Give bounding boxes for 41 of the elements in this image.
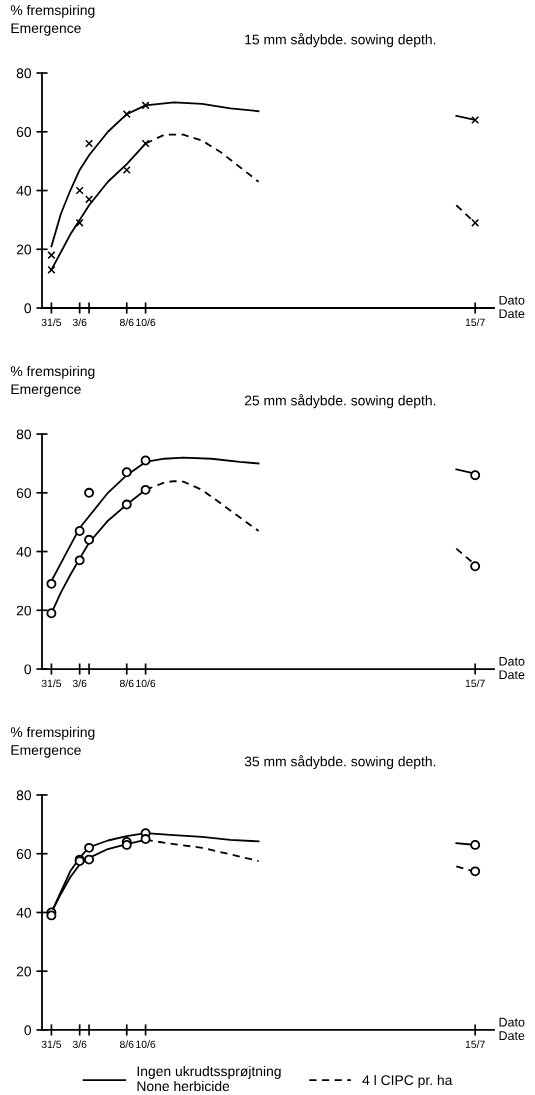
y-tick-label: 20 [16,605,32,616]
legend-label: 4 l CIPC pr. ha [362,1074,453,1088]
x-tick-label: 15/7 [465,318,485,327]
y-tick-label: 80 [16,68,32,79]
x-tick-label: 3/6 [72,1040,87,1049]
x-tick-label: 10/6 [136,1040,156,1049]
x-tick-label: 15/7 [465,679,485,688]
chart-title: 25 mm sådybde. sowing depth. [244,394,436,409]
y-tick-label: 0 [24,664,32,675]
x-tick-label: 31/5 [41,1040,62,1049]
y-tick-label: 60 [16,849,32,859]
x-tick-label: 15/7 [465,1040,485,1049]
y-axis-title: % fremspiring Emergence [10,4,95,36]
legend-label: Ingen ukrudtssprøjtning None herbicide [137,1065,281,1092]
y-tick-label: 40 [16,185,32,196]
x-axis-title: Dato Date [499,295,525,319]
y-tick-label: 0 [24,1025,32,1036]
x-tick-label: 10/6 [136,679,156,688]
x-axis-title: Dato Date [499,656,525,680]
x-tick-label: 3/6 [72,318,87,327]
y-tick-label: 20 [16,966,32,977]
x-tick-label: 31/5 [41,318,62,327]
x-tick-label: 10/6 [136,318,156,327]
x-tick-label: 8/6 [119,679,134,688]
y-tick-label: 0 [24,303,32,314]
chart-title: 35 mm sådybde. sowing depth. [244,755,436,770]
x-tick-label: 8/6 [119,1040,134,1049]
y-tick-label: 80 [16,790,32,801]
y-tick-label: 40 [16,907,32,918]
x-axis-title: Dato Date [499,1017,525,1041]
y-tick-label: 60 [16,127,32,137]
x-tick-label: 31/5 [41,679,62,688]
y-axis-title: % fremspiring Emergence [10,365,95,397]
y-axis-title: % fremspiring Emergence [10,726,95,758]
y-tick-label: 60 [16,488,32,498]
x-tick-label: 8/6 [119,318,134,327]
x-tick-label: 3/6 [72,679,87,688]
y-tick-label: 40 [16,546,32,557]
chart-title: 15 mm sådybde. sowing depth. [245,33,436,48]
y-tick-label: 20 [16,244,32,255]
y-tick-label: 80 [16,429,32,440]
